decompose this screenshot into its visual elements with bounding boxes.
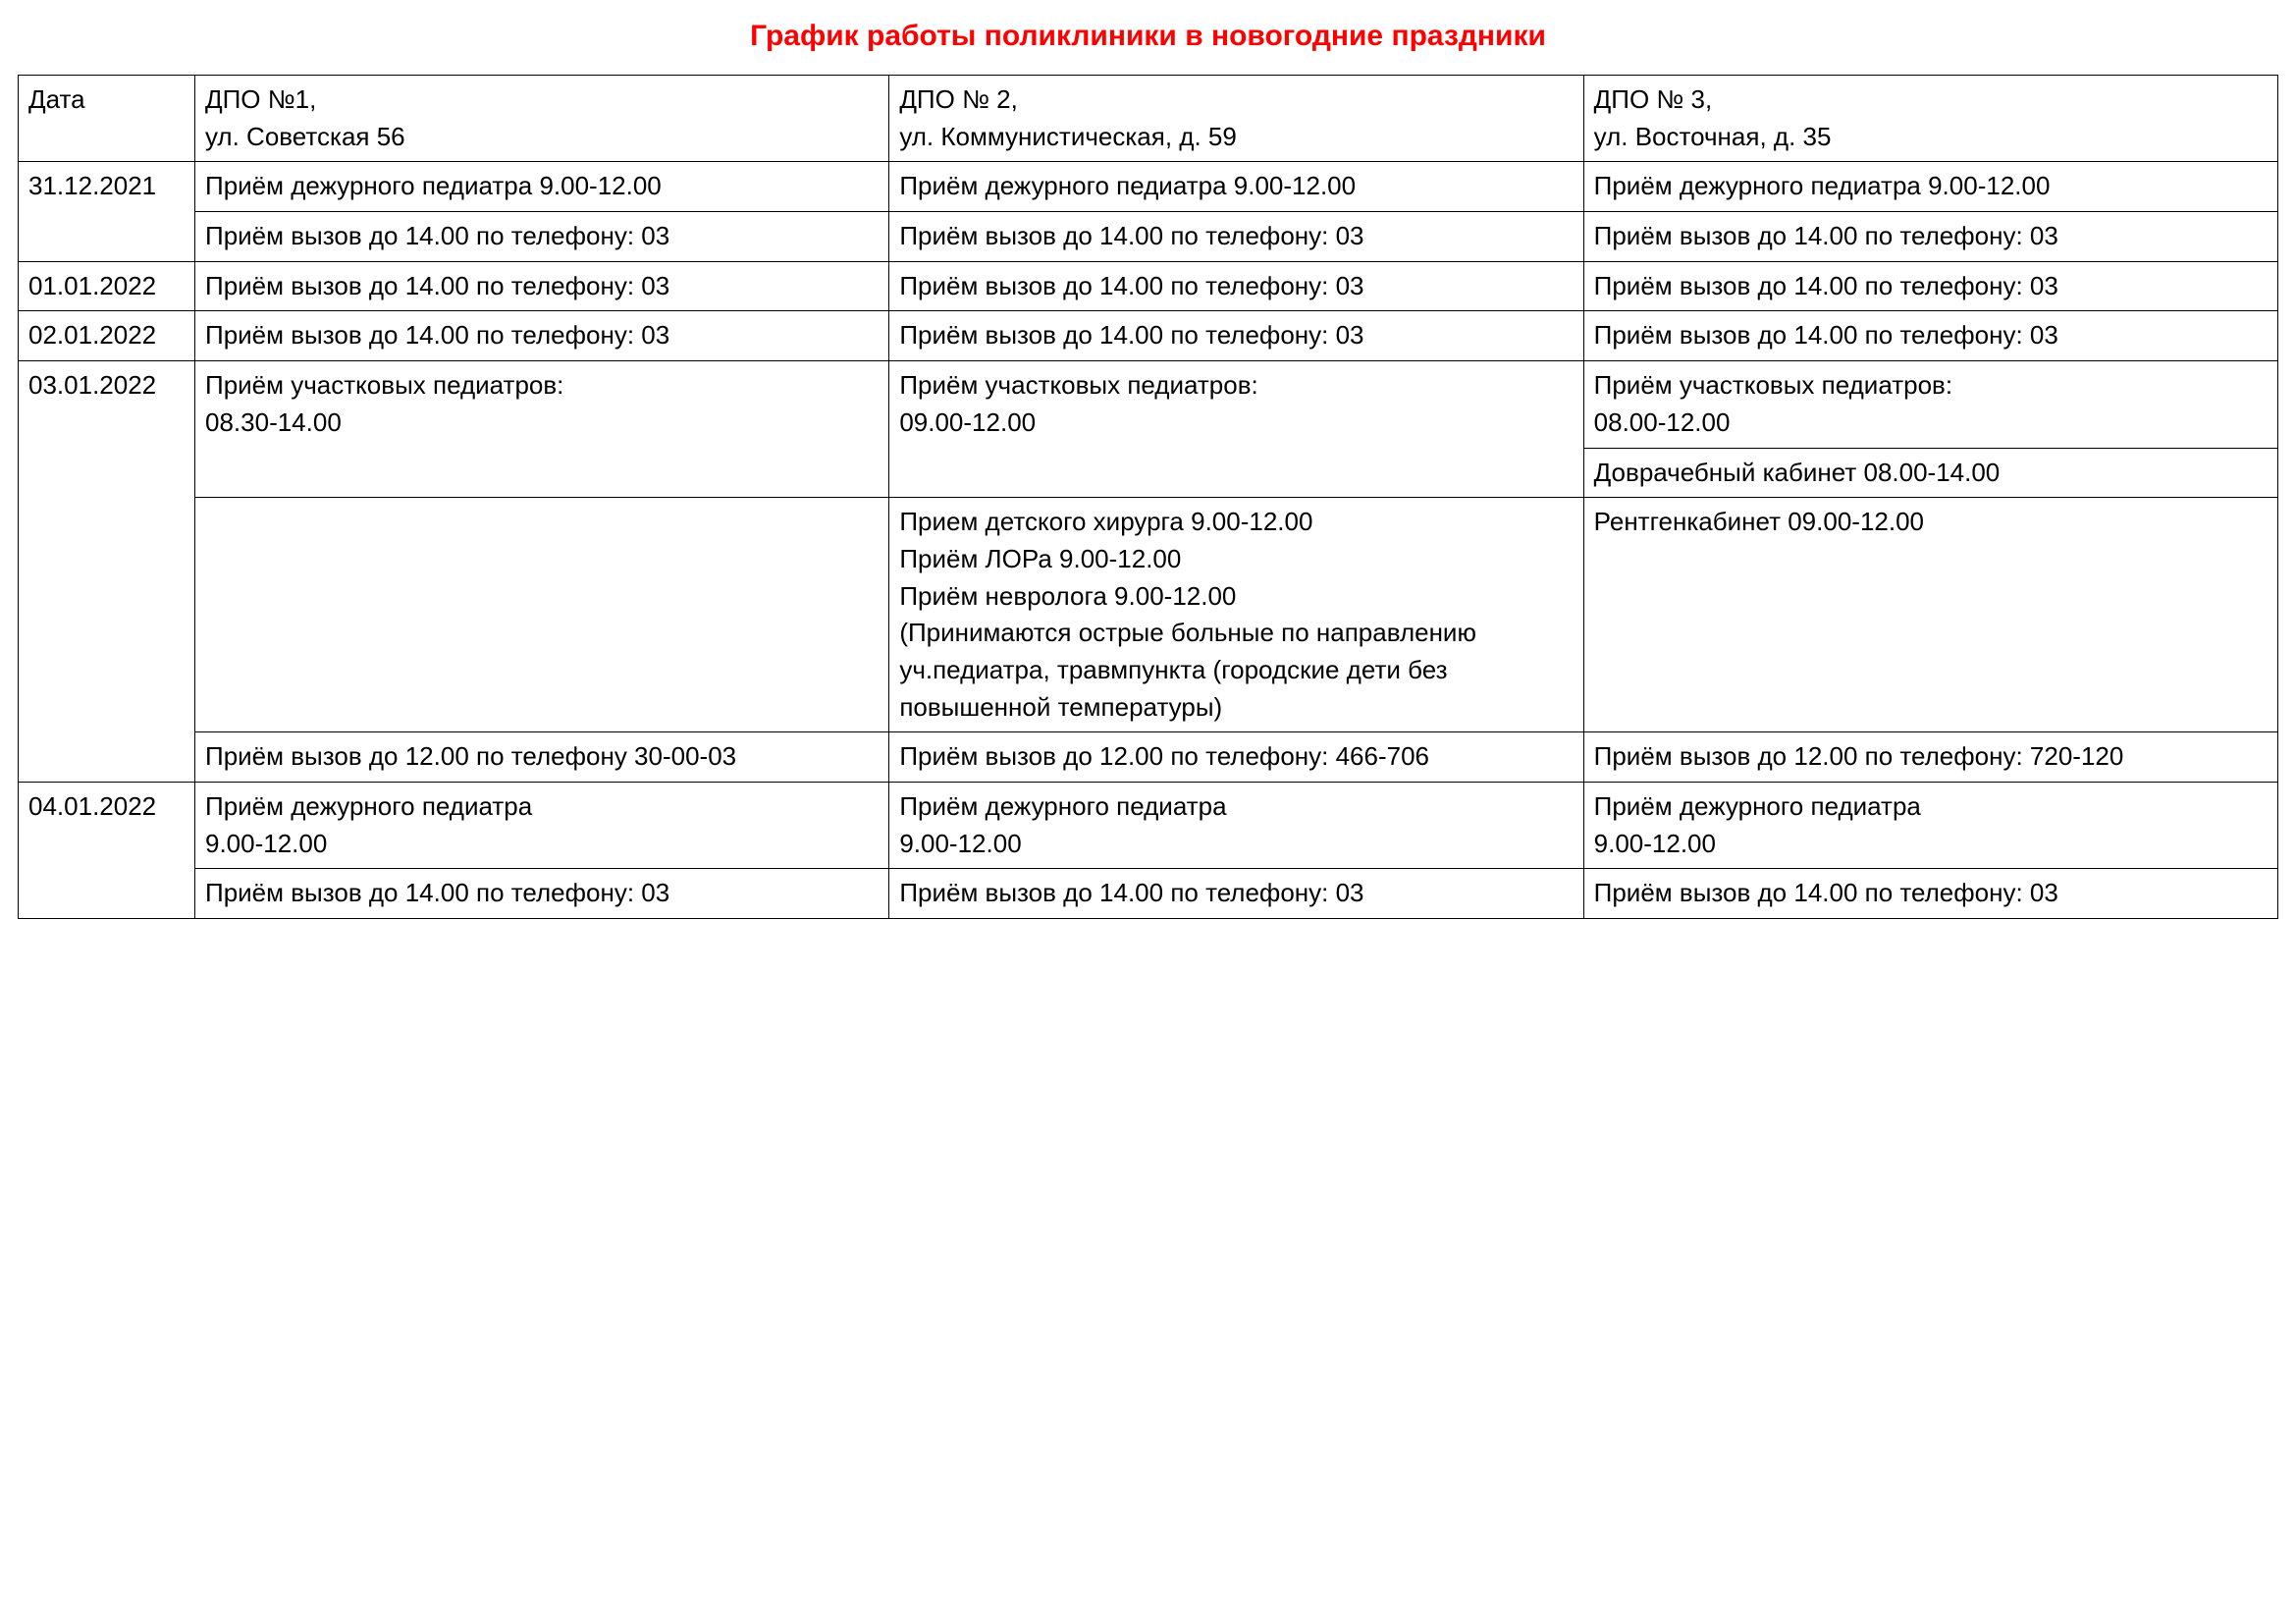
cell-text: 9.00-12.00 bbox=[205, 826, 879, 863]
cell-text: ДПО №1, bbox=[205, 81, 879, 119]
date-cell: 01.01.2022 bbox=[19, 261, 195, 311]
date-cell: 02.01.2022 bbox=[19, 311, 195, 361]
table-header-row: Дата ДПО №1, ул. Советская 56 ДПО № 2, у… bbox=[19, 76, 2278, 162]
table-row: Приём вызов до 12.00 по телефону 30-00-0… bbox=[19, 732, 2278, 783]
cell-text: Приём вызов до 14.00 по телефону: 03 bbox=[1583, 869, 2277, 919]
cell-text: Приём вызов до 14.00 по телефону: 03 bbox=[889, 212, 1583, 262]
date-cell: 03.01.2022 bbox=[19, 361, 195, 783]
cell-text: ДПО № 2, bbox=[899, 81, 1573, 119]
date-cell: 31.12.2021 bbox=[19, 162, 195, 261]
table-row: Прием детского хирурга 9.00-12.00 Приём … bbox=[19, 498, 2278, 732]
cell-text bbox=[195, 498, 889, 732]
cell-text: Приём вызов до 14.00 по телефону: 03 bbox=[889, 311, 1583, 361]
cell-text: 9.00-12.00 bbox=[1594, 826, 2268, 863]
date-cell: 04.01.2022 bbox=[19, 783, 195, 919]
cell-text: Приём вызов до 14.00 по телефону: 03 bbox=[195, 869, 889, 919]
cell-text: 08.00-12.00 bbox=[1594, 405, 2268, 442]
cell-text: Приём вызов до 14.00 по телефону: 03 bbox=[195, 261, 889, 311]
cell-text: 09.00-12.00 bbox=[899, 405, 1573, 442]
table-row: Приём вызов до 14.00 по телефону: 03 При… bbox=[19, 212, 2278, 262]
cell-text: Приём вызов до 14.00 по телефону: 03 bbox=[1583, 212, 2277, 262]
cell-text: Приём участковых педиатров: 08.30-14.00 bbox=[195, 361, 889, 498]
cell-text: Доврачебный кабинет 08.00-14.00 bbox=[1583, 448, 2277, 498]
cell-text: Рентгенкабинет 09.00-12.00 bbox=[1583, 498, 2277, 732]
cell-text: Приём вызов до 14.00 по телефону: 03 bbox=[889, 261, 1583, 311]
cell-text: Приём участковых педиатров: bbox=[205, 367, 879, 405]
table-row: 02.01.2022 Приём вызов до 14.00 по телеф… bbox=[19, 311, 2278, 361]
cell-text: ул. Восточная, д. 35 bbox=[1594, 119, 2268, 156]
cell-text: Приём вызов до 12.00 по телефону: 720-12… bbox=[1583, 732, 2277, 783]
cell-text: Приём дежурного педиатра 9.00-12.00 bbox=[889, 783, 1583, 869]
cell-text: Приём вызов до 12.00 по телефону 30-00-0… bbox=[195, 732, 889, 783]
table-row: 31.12.2021 Приём дежурного педиатра 9.00… bbox=[19, 162, 2278, 212]
page-title: График работы поликлиники в новогодние п… bbox=[18, 20, 2278, 53]
cell-text: 9.00-12.00 bbox=[899, 826, 1573, 863]
table-row: 01.01.2022 Приём вызов до 14.00 по телеф… bbox=[19, 261, 2278, 311]
cell-text: Приём участковых педиатров: bbox=[899, 367, 1573, 405]
table-row: Приём вызов до 14.00 по телефону: 03 При… bbox=[19, 869, 2278, 919]
cell-text: Прием детского хирурга 9.00-12.00 Приём … bbox=[889, 498, 1583, 732]
cell-text: (Принимаются острые больные по направлен… bbox=[899, 615, 1573, 726]
cell-text: Приём участковых педиатров: 08.00-12.00 bbox=[1583, 361, 2277, 448]
cell-text: Приём вызов до 14.00 по телефону: 03 bbox=[889, 869, 1583, 919]
cell-text: Приём дежурного педиатра 9.00-12.00 bbox=[1583, 783, 2277, 869]
cell-text: Приём дежурного педиатра bbox=[205, 788, 879, 826]
cell-text: Прием детского хирурга 9.00-12.00 bbox=[899, 504, 1573, 541]
col-header-dpo3: ДПО № 3, ул. Восточная, д. 35 bbox=[1583, 76, 2277, 162]
cell-text: ул. Коммунистическая, д. 59 bbox=[899, 119, 1573, 156]
col-header-date: Дата bbox=[19, 76, 195, 162]
col-header-dpo2: ДПО № 2, ул. Коммунистическая, д. 59 bbox=[889, 76, 1583, 162]
cell-text: Приём вызов до 14.00 по телефону: 03 bbox=[1583, 311, 2277, 361]
cell-text: Приём вызов до 14.00 по телефону: 03 bbox=[195, 311, 889, 361]
table-row: 03.01.2022 Приём участковых педиатров: 0… bbox=[19, 361, 2278, 448]
cell-text: Приём дежурного педиатра 9.00-12.00 bbox=[889, 162, 1583, 212]
cell-text: Приём дежурного педиатра 9.00-12.00 bbox=[195, 783, 889, 869]
cell-text: Приём вызов до 14.00 по телефону: 03 bbox=[1583, 261, 2277, 311]
table-row: 04.01.2022 Приём дежурного педиатра 9.00… bbox=[19, 783, 2278, 869]
cell-text: ул. Советская 56 bbox=[205, 119, 879, 156]
cell-text: Приём дежурного педиатра 9.00-12.00 bbox=[1583, 162, 2277, 212]
cell-text: Приём ЛОРа 9.00-12.00 bbox=[899, 541, 1573, 578]
schedule-table: Дата ДПО №1, ул. Советская 56 ДПО № 2, у… bbox=[18, 75, 2278, 919]
cell-text: Приём дежурного педиатра 9.00-12.00 bbox=[195, 162, 889, 212]
cell-text: Приём вызов до 12.00 по телефону: 466-70… bbox=[889, 732, 1583, 783]
cell-text: Приём дежурного педиатра bbox=[899, 788, 1573, 826]
col-header-dpo1: ДПО №1, ул. Советская 56 bbox=[195, 76, 889, 162]
cell-text: ДПО № 3, bbox=[1594, 81, 2268, 119]
cell-text: Приём участковых педиатров: bbox=[1594, 367, 2268, 405]
cell-text: 08.30-14.00 bbox=[205, 405, 879, 442]
cell-text: Приём вызов до 14.00 по телефону: 03 bbox=[195, 212, 889, 262]
cell-text: Приём участковых педиатров: 09.00-12.00 bbox=[889, 361, 1583, 498]
cell-text: Приём невролога 9.00-12.00 bbox=[899, 578, 1573, 616]
cell-text: Приём дежурного педиатра bbox=[1594, 788, 2268, 826]
